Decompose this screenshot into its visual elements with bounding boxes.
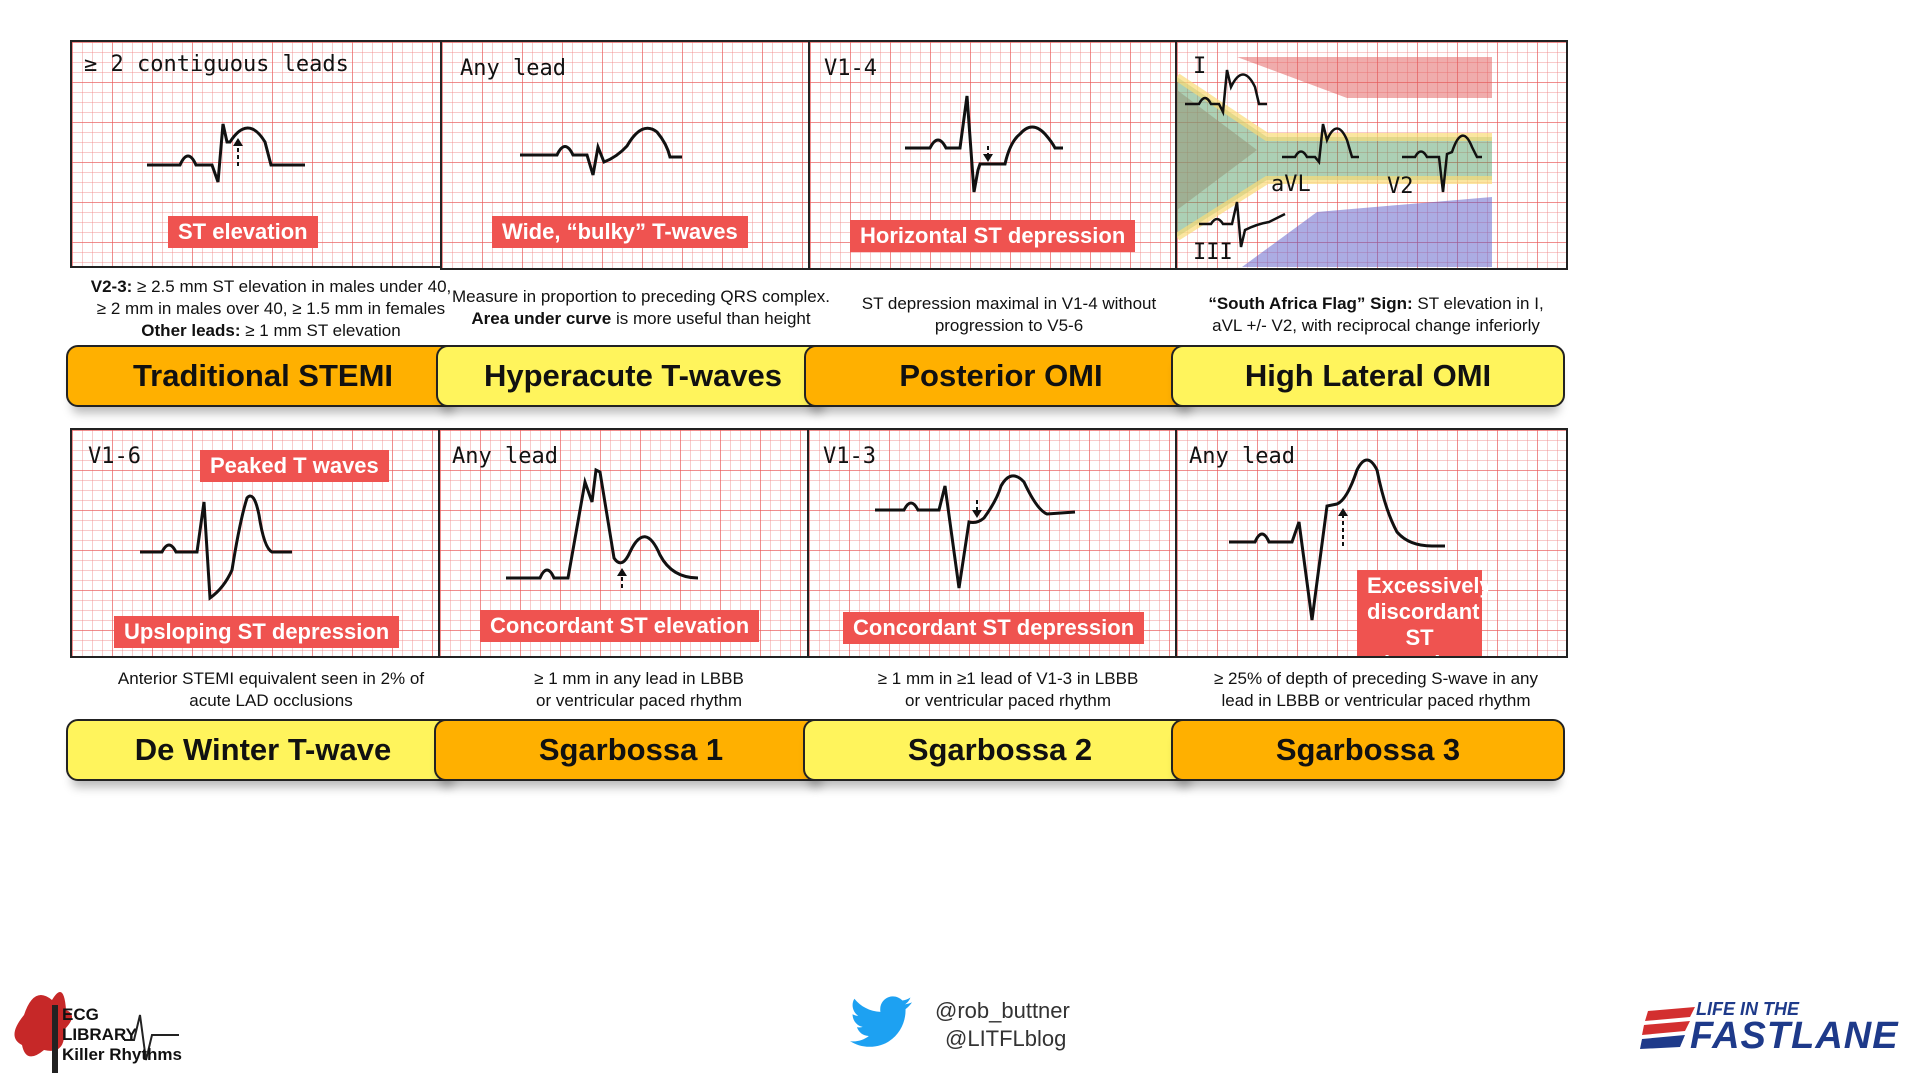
ecg-strip: Any lead Wide, “bulky” T-waves	[440, 40, 833, 270]
card-title: Sgarbossa 2	[803, 719, 1197, 781]
ecg-strip: Any lead Concordant ST elevation	[438, 428, 831, 658]
ecg-waveform	[520, 126, 682, 176]
lead-label-v2: V2	[1387, 174, 1414, 199]
south-africa-flag-ecg	[1177, 57, 1492, 267]
ecg-strip: V1-6 Peaked T waves Upsloping ST depress…	[70, 428, 463, 658]
card-description: ≥ 1 mm in any lead in LBBB or ventricula…	[534, 669, 744, 710]
ecg-waveform	[147, 123, 305, 183]
blood-splatter-icon	[14, 992, 179, 1073]
twitter-handle-rob[interactable]: @rob_buttner	[935, 998, 1070, 1023]
card-description: Anterior STEMI equivalent seen in 2% of …	[117, 669, 425, 710]
ecg-strip: V1-4 Horizontal ST depression	[808, 40, 1201, 270]
lead-label: ≥ 2 contiguous leads	[84, 52, 349, 77]
lead-label-avl: aVL	[1271, 172, 1311, 197]
lead-label: Any lead	[452, 444, 558, 469]
finding-tag: Concordant ST depression	[843, 612, 1145, 644]
ecg-waveform	[506, 467, 699, 588]
finding-tag: Horizontal ST depression	[850, 220, 1136, 252]
lead-label: Any lead	[1189, 444, 1295, 469]
card-title: Hyperacute T-waves	[436, 345, 830, 407]
ecg-waveform	[1229, 458, 1445, 621]
lead-label-i: I	[1193, 54, 1207, 79]
card-description: Measure in proportion to preceding QRS c…	[452, 287, 830, 328]
lead-label: Any lead	[460, 56, 566, 81]
lead-label: V1-3	[823, 444, 876, 469]
twitter-handle-litfl[interactable]: @LITFLblog	[945, 1026, 1067, 1051]
ecg-waveform	[140, 494, 292, 601]
card-title: Posterior OMI	[804, 345, 1198, 407]
finding-tag: Excessively discordant ST elevation	[1357, 570, 1492, 656]
card-description: ≥ 25% of depth of preceding S-wave in an…	[1213, 669, 1539, 710]
finding-tag: Wide, “bulky” T-waves	[492, 216, 748, 248]
finding-tag-upsloping: Upsloping ST depression	[114, 616, 400, 648]
flag-stripes-icon	[1640, 1007, 1695, 1049]
card-title: Sgarbossa 3	[1171, 719, 1565, 781]
ecg-strip: I aVL V2 III	[1175, 40, 1568, 270]
card-title: Traditional STEMI	[66, 345, 460, 407]
ecg-waveform	[875, 474, 1076, 589]
lead-label: V1-4	[824, 56, 877, 81]
litfl-logo[interactable]: LIFE IN THE FASTLANE	[1640, 995, 1910, 1065]
lead-label: V1-6	[88, 444, 141, 469]
card-title: Sgarbossa 1	[434, 719, 828, 781]
twitter-icon[interactable]	[850, 996, 912, 1053]
ecg-waveform	[905, 95, 1063, 193]
card-title: De Winter T-wave	[66, 719, 460, 781]
card-description: “South Africa Flag” Sign: ST elevation i…	[1208, 294, 1544, 335]
card-description: ST depression maximal in V1-4 without pr…	[861, 294, 1157, 335]
ecg-strip: Any lead Excessively discordant ST eleva…	[1175, 428, 1568, 658]
ecg-strip: ≥ 2 contiguous leads ST elevation	[70, 40, 463, 268]
finding-tag-peaked: Peaked T waves	[200, 450, 389, 482]
card-title: High Lateral OMI	[1171, 345, 1565, 407]
finding-tag: ST elevation	[168, 216, 318, 248]
card-description: V2-3: ≥ 2.5 mm ST elevation in males und…	[90, 277, 452, 340]
card-description: ≥ 1 mm in ≥1 lead of V1-3 in LBBB or ven…	[877, 669, 1139, 710]
ecg-strip: V1-3 Concordant ST depression	[807, 428, 1200, 658]
lead-label-iii: III	[1193, 240, 1233, 265]
finding-tag: Concordant ST elevation	[480, 610, 760, 642]
ecg-library-logo[interactable]: ECG LIBRARY Killer Rhythms	[4, 975, 204, 1073]
